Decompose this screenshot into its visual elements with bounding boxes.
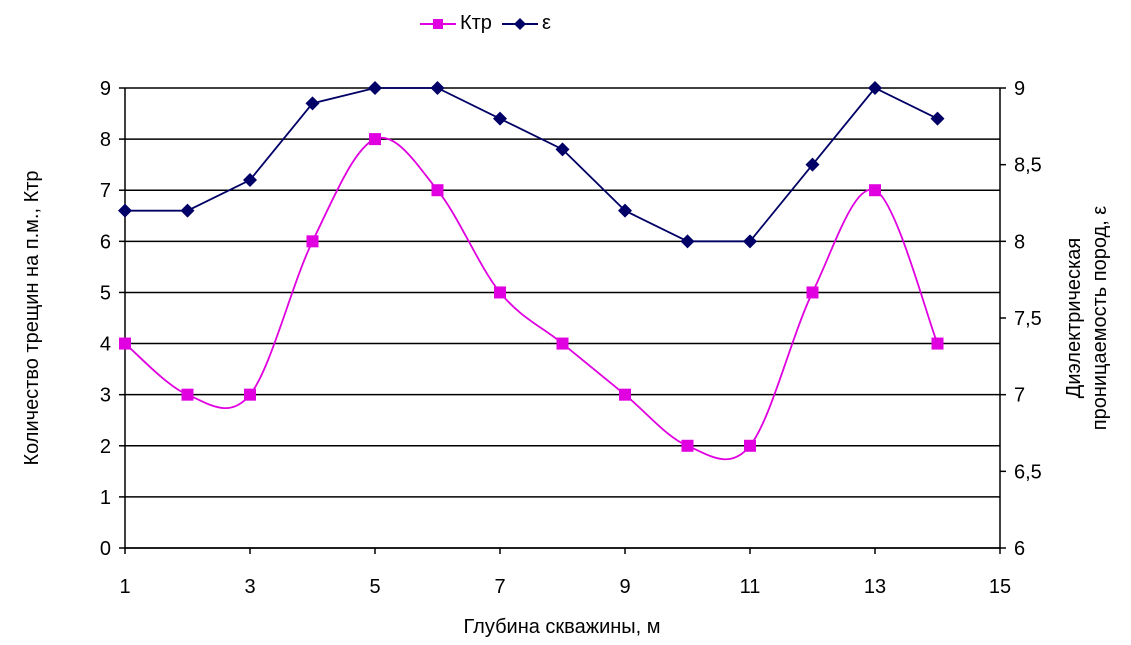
- legend-item-ktr: Ктр: [420, 12, 492, 35]
- x-tick-label: 3: [244, 576, 255, 598]
- legend-marker-ktr: [420, 18, 456, 29]
- series-line-ktr: [124, 136, 939, 461]
- data-point-ktr: [556, 337, 569, 350]
- data-point-eps: [305, 96, 320, 111]
- data-point-ktr: [119, 337, 131, 350]
- data-point-eps: [368, 81, 382, 95]
- data-point-eps: [118, 203, 132, 218]
- legend-label-ktr: Ктр: [460, 12, 492, 34]
- x-axis-title: Глубина скважины, м: [463, 616, 660, 638]
- y-tick-label: 4: [100, 334, 111, 356]
- x-tick-label: 7: [494, 576, 505, 598]
- data-point-ktr: [181, 388, 194, 401]
- legend-label-eps: ε: [541, 12, 551, 34]
- data-point-ktr: [306, 235, 319, 248]
- y2-axis-title-line1: Диэлектрическая: [1063, 238, 1085, 398]
- y2-tick-label: 7,5: [1014, 308, 1042, 330]
- data-point-ktr: [244, 388, 256, 401]
- y2-tick-label: 6: [1014, 538, 1025, 560]
- data-point-ktr: [619, 388, 631, 401]
- y2-tick-label: 9: [1014, 78, 1025, 100]
- data-point-eps: [555, 142, 570, 157]
- y-tick-label: 6: [100, 231, 111, 253]
- y2-tick-label: 7: [1014, 385, 1025, 407]
- x-tick-label: 5: [369, 576, 380, 598]
- x-tick-label: 13: [864, 576, 886, 598]
- data-point-eps: [493, 111, 507, 126]
- data-point-eps: [618, 203, 632, 218]
- x-tick-label: 15: [989, 576, 1011, 598]
- data-point-ktr: [494, 286, 506, 299]
- data-point-ktr: [806, 286, 819, 299]
- data-point-eps: [243, 173, 257, 187]
- y-tick-label: 5: [100, 282, 111, 304]
- x-tick-label: 11: [740, 576, 761, 598]
- data-point-eps: [868, 81, 882, 95]
- y2-tick-label: 8,5: [1014, 155, 1042, 177]
- data-point-ktr: [681, 439, 694, 452]
- gridlines: [125, 87, 1000, 549]
- data-point-ktr: [869, 184, 881, 197]
- legend: Ктр ε: [420, 12, 551, 35]
- data-point-ktr: [931, 337, 944, 350]
- data-point-eps: [743, 234, 757, 249]
- data-point-eps: [680, 234, 695, 249]
- y-tick-label: 8: [100, 129, 111, 151]
- y-axis-title: Количество трещин на п.м., Ктр: [21, 170, 43, 465]
- data-point-ktr: [369, 133, 381, 146]
- x-tick-label: 9: [619, 576, 630, 598]
- y-tick-label: 0: [100, 538, 111, 560]
- y-tick-label: 1: [100, 487, 111, 509]
- data-point-eps: [180, 203, 195, 218]
- y-tick-label: 7: [100, 180, 111, 202]
- y2-axis-title-line2: проницаемость пород, ε: [1089, 206, 1111, 431]
- series-line-eps: [125, 86, 938, 243]
- y-tick-label: 3: [100, 385, 111, 407]
- y-tick-label: 9: [100, 78, 111, 100]
- x-tick-label: 1: [119, 576, 130, 598]
- series-layer: [118, 81, 945, 461]
- y2-tick-label: 8: [1014, 231, 1025, 253]
- y-tick-label: 2: [100, 436, 111, 458]
- data-point-eps: [805, 157, 820, 172]
- legend-item-eps: ε: [501, 12, 551, 35]
- data-point-eps: [930, 111, 945, 126]
- legend-marker-eps: [501, 17, 538, 30]
- data-point-ktr: [744, 439, 756, 452]
- data-point-ktr: [431, 184, 444, 197]
- data-point-eps: [430, 81, 445, 95]
- y2-tick-label: 6,5: [1014, 461, 1042, 483]
- axes: [119, 87, 1006, 554]
